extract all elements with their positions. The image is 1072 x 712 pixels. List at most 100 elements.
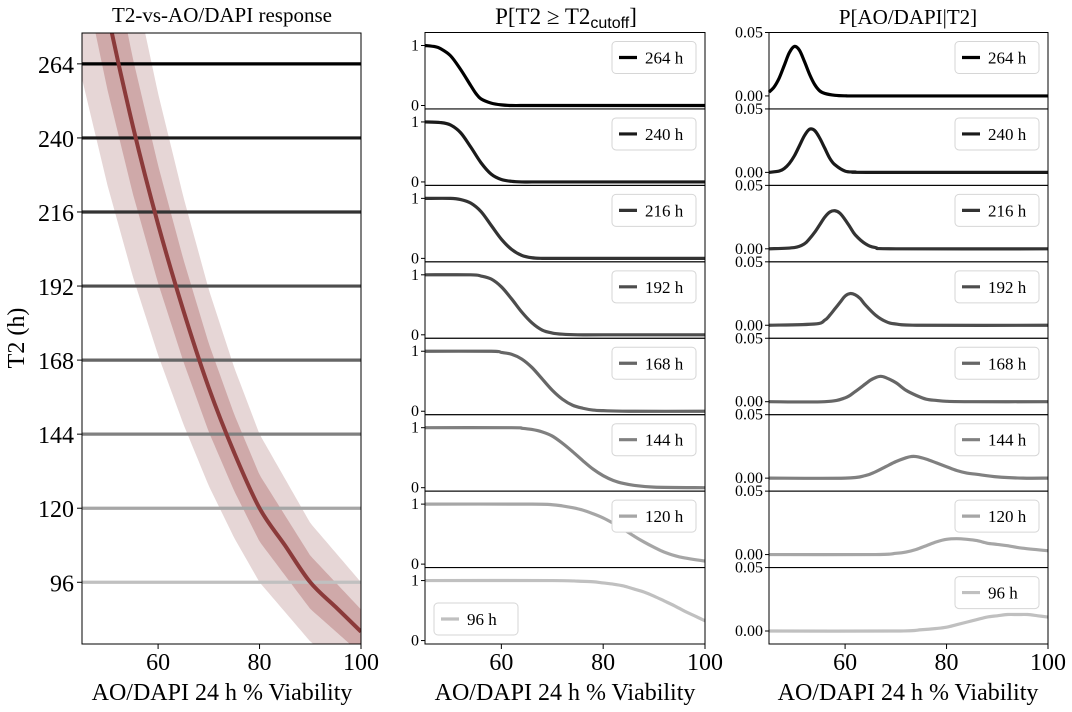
series-line-192-h [768, 291, 1049, 327]
ytick-label: 0.05 [735, 330, 763, 347]
ytick-label: 0.05 [735, 560, 763, 577]
panel3-x-ticks: 60 80 100 [833, 644, 1066, 676]
response-curve-line [109, 33, 361, 634]
ytick-label-96: 96 [50, 571, 74, 597]
panel1-frame [81, 32, 362, 645]
legend-box [954, 270, 1040, 304]
series-line-120-h [424, 502, 706, 563]
series-line-96-h [768, 612, 1049, 633]
legend-box [611, 270, 697, 304]
ytick-label: 1 [411, 114, 419, 131]
confidence-bands [82, 33, 361, 644]
panel2-x-label: AO/DAPI 24 h % Viability [435, 680, 696, 706]
legend-label: 240 h [988, 125, 1027, 144]
legend-144-h: 144 h [954, 423, 1040, 457]
ytick-label: 0.00 [735, 470, 763, 487]
xtick-label-60: 60 [833, 650, 857, 676]
xtick-label-100: 100 [1030, 650, 1066, 676]
legend-box [611, 193, 697, 227]
ytick-label: 0.00 [735, 241, 763, 258]
legend-168-h: 168 h [954, 346, 1040, 380]
inner-confidence-band [95, 33, 361, 644]
legend-240-h: 240 h [611, 117, 697, 151]
legend-120-h: 120 h [611, 499, 697, 533]
legend-label: 96 h [467, 610, 497, 629]
legend-label: 144 h [645, 431, 684, 450]
subplot-frame [424, 567, 706, 645]
panel2-title-end: ] [629, 4, 637, 29]
ytick-label: 1 [411, 496, 419, 513]
subplot-240-h: 0 1 240 h [411, 108, 706, 191]
xtick-label-60: 60 [489, 650, 513, 676]
subplot-264-h: 0.00 0.05 264 h [735, 25, 1049, 110]
panel1-x-label: AO/DAPI 24 h % Viability [92, 680, 353, 706]
ytick-label-168: 168 [38, 349, 74, 375]
subplot-144-h: 0 1 144 h [411, 414, 706, 497]
legend-box [611, 499, 697, 533]
legend-label: 144 h [988, 431, 1027, 450]
ytick-label: 0.05 [735, 25, 763, 42]
subplot-192-h: 0 1 192 h [411, 261, 706, 344]
legend-264-h: 264 h [954, 41, 1040, 74]
legend-box [954, 423, 1040, 457]
legend-120-h: 120 h [954, 499, 1040, 533]
legend-label: 168 h [988, 354, 1027, 373]
ytick-label: 1 [411, 573, 419, 590]
legend-box [611, 423, 697, 457]
legend-216-h: 216 h [611, 193, 697, 227]
subplot-96-h: 0 1 96 h [411, 567, 706, 650]
ytick-label: 0 [411, 97, 419, 114]
ytick-label-216: 216 [38, 201, 74, 227]
ytick-label-240: 240 [38, 127, 74, 153]
series-line-144-h [768, 454, 1049, 480]
subplot-144-h: 0.00 0.05 144 h [735, 407, 1049, 492]
legend-168-h: 168 h [611, 346, 697, 380]
series-line-144-h [424, 426, 706, 490]
xtick-label-80: 80 [935, 650, 959, 676]
ytick-label: 0 [411, 174, 419, 191]
legend-label: 240 h [645, 125, 684, 144]
ytick-label-120: 120 [38, 497, 74, 523]
legend-label: 192 h [645, 278, 684, 297]
series-line-168-h [424, 349, 706, 413]
legend-label: 120 h [988, 507, 1027, 526]
series-line-192-h [424, 273, 705, 337]
legend-box [611, 346, 697, 380]
subplot-168-h: 0.00 0.05 168 h [735, 330, 1049, 416]
legend-label: 264 h [645, 49, 684, 68]
subplot-96-h: 0.00 0.05 96 h [735, 560, 1049, 645]
panel3-title: P[AO/DAPI|T2] [839, 5, 977, 29]
panel2-title-sub: cutoff [590, 15, 629, 32]
legend-box [954, 499, 1040, 533]
subplot-216-h: 0.00 0.05 216 h [735, 177, 1049, 263]
ytick-label: 0.05 [735, 254, 763, 271]
ytick-label: 0.05 [735, 177, 763, 194]
ytick-label: 0.00 [735, 317, 763, 334]
panel1-y-label: T2 (h) [4, 308, 30, 369]
series-line-240-h [424, 120, 705, 184]
ytick-label: 0 [411, 480, 419, 497]
xtick-label-100: 100 [687, 650, 723, 676]
ytick-label: 1 [411, 37, 419, 54]
series-line-96-h [424, 578, 706, 623]
panel-t2-response: T2-vs-AO/DAPI response 96 120 144 168 192 216… [4, 3, 379, 706]
legend-label: 168 h [645, 354, 684, 373]
legend-label: 216 h [645, 201, 684, 220]
subplot-216-h: 0 1 216 h [411, 184, 706, 267]
series-line-120-h [768, 537, 1049, 557]
series-line-168-h [768, 374, 1049, 404]
legend-box [954, 193, 1040, 227]
ytick-label: 1 [411, 190, 419, 207]
series-line-240-h [768, 127, 1049, 175]
panel2-title-main: P[T2 ≥ T2 [495, 4, 590, 29]
legend-label: 120 h [645, 507, 684, 526]
legend-144-h: 144 h [611, 423, 697, 457]
xtick-label-80: 80 [248, 650, 272, 676]
ytick-label: 0 [411, 327, 419, 344]
series-line-264-h [424, 43, 705, 108]
legend-216-h: 216 h [954, 193, 1040, 227]
reference-lines [82, 62, 361, 584]
